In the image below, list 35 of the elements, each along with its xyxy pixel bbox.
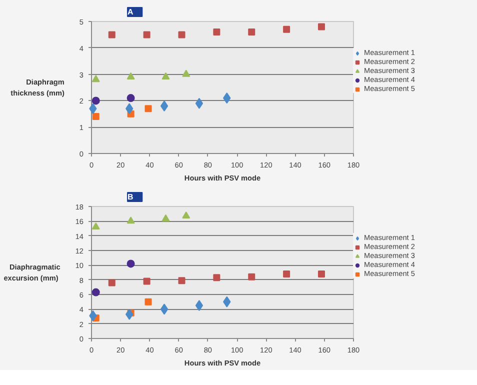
point — [178, 277, 186, 284]
point — [178, 31, 186, 38]
point — [162, 214, 170, 222]
point — [283, 270, 290, 278]
point — [126, 260, 135, 268]
point — [182, 70, 190, 77]
point — [248, 28, 256, 36]
point — [213, 28, 220, 36]
point — [92, 222, 100, 230]
point — [126, 94, 135, 102]
point — [283, 26, 290, 33]
point — [160, 304, 168, 315]
chart-title: B — [128, 192, 134, 202]
point — [143, 31, 150, 38]
point — [144, 298, 152, 306]
point — [143, 278, 150, 285]
point — [162, 72, 170, 80]
point — [108, 31, 116, 38]
point — [126, 72, 135, 80]
point — [213, 274, 220, 282]
point — [144, 105, 152, 112]
point — [126, 216, 135, 224]
point — [92, 288, 100, 296]
point — [182, 211, 190, 219]
point — [92, 96, 100, 105]
point — [108, 279, 116, 286]
point — [92, 113, 100, 120]
point — [318, 270, 325, 278]
point — [195, 98, 204, 109]
point — [318, 23, 325, 30]
point — [195, 300, 204, 311]
chart-title: A — [128, 8, 134, 16]
point — [248, 273, 256, 280]
point — [92, 75, 100, 82]
point — [160, 100, 168, 112]
